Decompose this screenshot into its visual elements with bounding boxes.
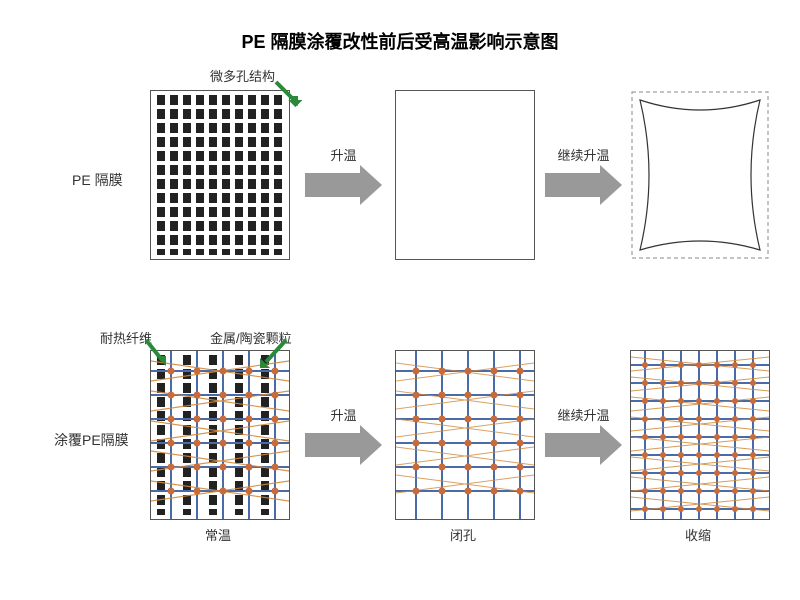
panel-r1c3 [630,90,770,260]
panel-r1c1 [150,90,290,260]
arrow-label: 继续升温 [545,145,622,164]
grid-microporous-icon [151,91,289,259]
row2-label: 涂覆PE隔膜 [54,430,129,450]
panel-r1c2 [395,90,535,260]
arrow-r2-1: 升温 [305,425,382,465]
shrink-dense-grid-icon [631,351,769,519]
panel-r2c3 [630,350,770,520]
pointer-arrow-icon [258,338,292,372]
arrow-label: 升温 [305,145,382,164]
stage-label-3: 收缩 [685,525,711,544]
arrow-r1-2: 继续升温 [545,165,622,205]
arrow-label: 升温 [305,405,382,424]
stage-label-2: 闭孔 [450,525,476,544]
panel-r2c2 [395,350,535,520]
diagram-title: PE 隔膜涂覆改性前后受高温影响示意图 [0,28,800,54]
panel-r2c1 [150,350,290,520]
shrunk-outline-icon [630,90,770,260]
coated-grid-icon [151,351,289,519]
arrow-r1-1: 升温 [305,165,382,205]
callout-microporous: 微多孔结构 [210,66,275,85]
stage-label-1: 常温 [205,525,231,544]
pointer-arrow-icon [272,78,302,108]
closed-pore-grid-icon [396,351,534,519]
pointer-arrow-icon [140,338,170,368]
row1-label: PE 隔膜 [72,170,123,190]
arrow-r2-2: 继续升温 [545,425,622,465]
arrow-label: 继续升温 [545,405,622,424]
